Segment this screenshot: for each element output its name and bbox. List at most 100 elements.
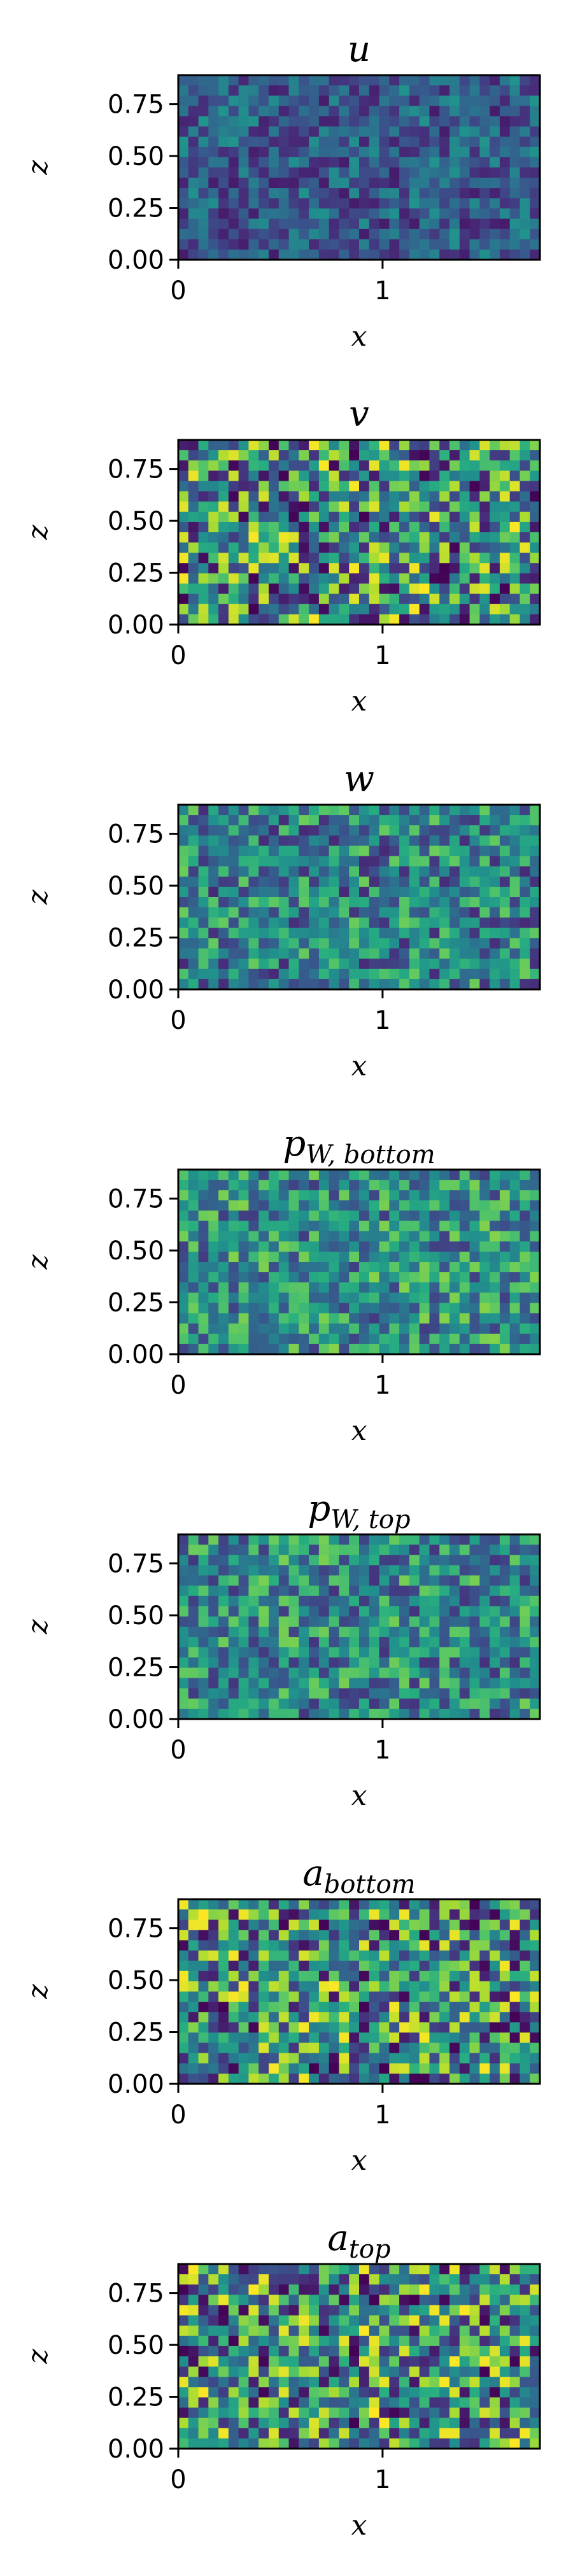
heatmap-cell: [218, 2346, 229, 2357]
heatmap-cell: [399, 2315, 410, 2326]
heatmap-cell: [228, 958, 239, 970]
heatmap-cell: [530, 1585, 541, 1597]
heatmap-cell: [218, 1200, 229, 1212]
heatmap-cell: [218, 1606, 229, 1617]
heatmap-cell: [218, 1190, 229, 1201]
heatmap-cell: [309, 208, 320, 220]
heatmap-cell: [520, 1971, 530, 1982]
heatmap-cell: [490, 604, 500, 615]
heatmap-cell: [509, 249, 521, 260]
heatmap-cell: [258, 2397, 269, 2409]
heatmap-cell: [399, 2397, 410, 2409]
heatmap-cell: [178, 1627, 189, 1638]
heatmap-cell: [409, 1262, 420, 1273]
heatmap-cell: [479, 1678, 490, 1689]
heatmap-cell: [198, 866, 209, 877]
heatmap-cell: [318, 208, 330, 220]
heatmap-cell: [469, 249, 480, 260]
heatmap-cell: [479, 2022, 490, 2034]
heatmap-cell: [399, 2073, 410, 2084]
heatmap-cell: [379, 2315, 390, 2326]
heatmap-cell: [490, 1292, 500, 1304]
heatmap-cell: [299, 1565, 309, 1576]
heatmap-cell: [479, 471, 490, 482]
heatmap-cell: [198, 593, 209, 605]
heatmap-cell: [278, 481, 290, 492]
heatmap-cell: [188, 928, 199, 939]
heatmap-cell: [459, 1262, 470, 1273]
heatmap-cell: [318, 2063, 330, 2074]
heatmap-cell: [188, 846, 199, 857]
heatmap-cell: [419, 2063, 430, 2074]
heatmap-cell: [459, 856, 470, 867]
heatmap-cell: [269, 106, 279, 117]
heatmap-cell: [339, 1698, 350, 1709]
heatmap-cell: [530, 917, 541, 928]
heatmap-cell: [429, 2325, 440, 2337]
heatmap-cell: [238, 1323, 250, 1334]
heatmap-cell: [258, 815, 269, 826]
heatmap-cell: [449, 460, 460, 471]
heatmap-cell: [309, 1292, 320, 1304]
heatmap-cell: [178, 1210, 189, 1222]
heatmap-cell: [399, 532, 410, 543]
heatmap-cell: [439, 249, 450, 260]
heatmap-cell: [439, 1272, 450, 1283]
heatmap-cell: [318, 907, 330, 918]
heatmap-cell: [278, 2264, 290, 2275]
heatmap-cell: [269, 1950, 279, 1962]
heatmap-cell: [429, 501, 440, 513]
heatmap-cell: [329, 532, 340, 543]
heatmap-cell: [490, 2377, 500, 2388]
heatmap-cell: [309, 835, 320, 847]
heatmap-cell: [429, 481, 440, 492]
heatmap-cell: [389, 116, 400, 127]
heatmap-cell: [278, 1282, 290, 1293]
heatmap-cell: [490, 835, 500, 847]
heatmap-cell: [389, 1262, 400, 1273]
heatmap-cell: [379, 1292, 390, 1304]
heatmap-cell: [399, 614, 410, 625]
heatmap-cell: [459, 450, 470, 461]
heatmap-cell: [188, 157, 199, 168]
heatmap-cell: [399, 1565, 410, 1576]
heatmap-cell: [419, 2073, 430, 2084]
heatmap-cell: [379, 2397, 390, 2409]
heatmap-cell: [439, 96, 450, 106]
heatmap-cell: [178, 106, 189, 117]
heatmap-cell: [248, 1292, 259, 1304]
heatmap-cell: [499, 501, 511, 513]
heatmap-cell: [218, 1323, 229, 1334]
heatmap-cell: [248, 1303, 259, 1314]
heatmap-cell: [339, 917, 350, 928]
heatmap-cell: [499, 614, 511, 625]
heatmap-cell: [258, 2022, 269, 2034]
heatmap-cell: [520, 249, 530, 260]
heatmap-cell: [490, 491, 500, 502]
heatmap-cell: [339, 85, 350, 96]
heatmap-cell: [339, 1637, 350, 1648]
heatmap-cell: [178, 614, 189, 625]
heatmap-cell: [379, 1708, 390, 1720]
heatmap-cell: [178, 553, 189, 563]
heatmap-cell: [419, 542, 430, 553]
heatmap-cell: [269, 249, 279, 260]
heatmap-cell: [299, 1940, 309, 1951]
heatmap-cell: [509, 1647, 521, 1658]
heatmap-cell: [238, 979, 250, 990]
heatmap-cell: [288, 188, 299, 199]
heatmap-cell: [198, 249, 209, 260]
heatmap-cell: [238, 2295, 250, 2306]
heatmap-cell: [238, 1545, 250, 1555]
heatmap-cell: [178, 815, 189, 826]
heatmap-cell: [530, 968, 541, 980]
heatmap-cell: [359, 1678, 370, 1689]
heatmap-cell: [329, 2022, 340, 2034]
heatmap-cell: [379, 532, 390, 543]
heatmap-cell: [188, 573, 199, 584]
heatmap-cell: [329, 1647, 340, 1658]
heatmap-cell: [409, 1637, 420, 1648]
heatmap-cell: [278, 2438, 290, 2449]
heatmap-cell: [318, 1596, 330, 1607]
heatmap-cell: [318, 1688, 330, 1699]
